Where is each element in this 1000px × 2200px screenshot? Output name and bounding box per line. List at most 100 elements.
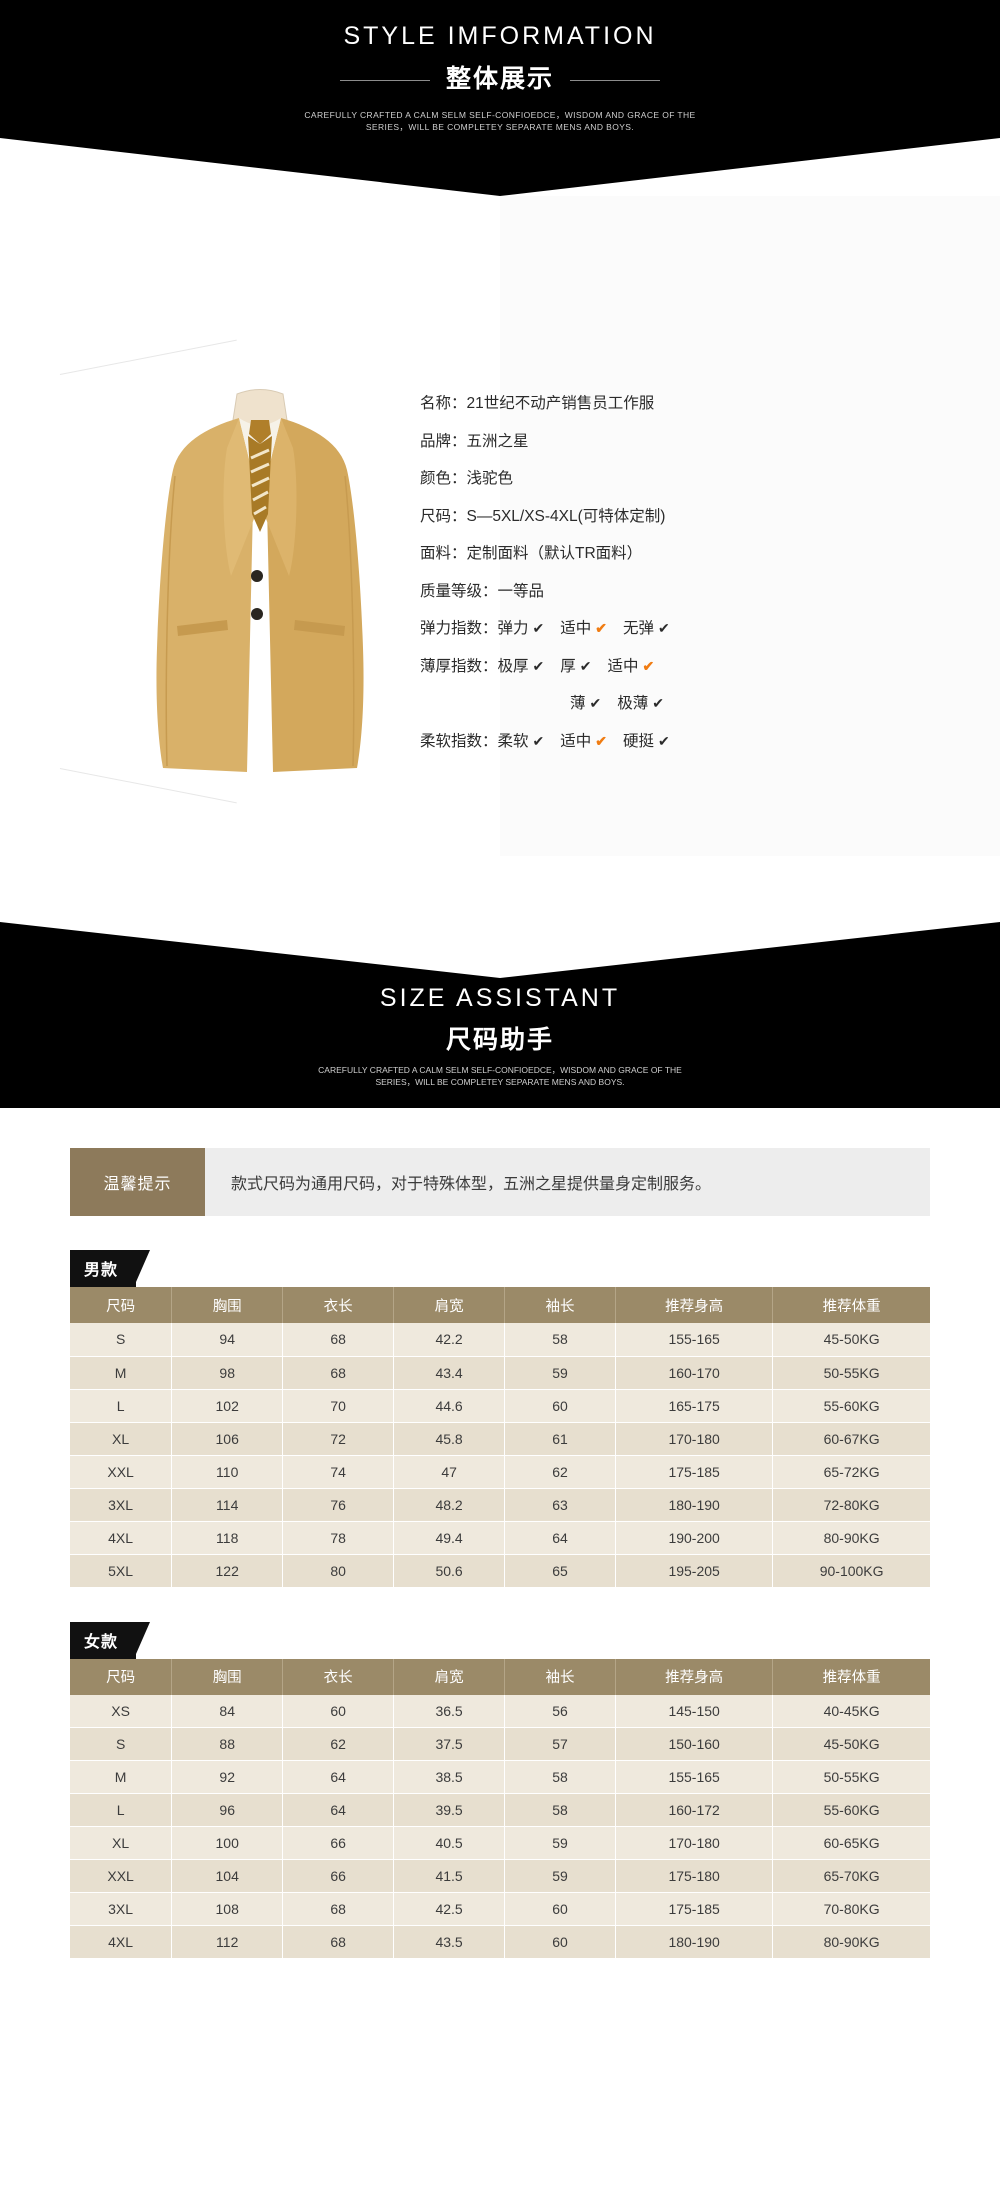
thickness-option-4: 极薄 ✔ — [617, 695, 664, 712]
spec-thickness-label: 薄厚指数： — [420, 657, 498, 675]
table-cell-3: 39.5 — [393, 1793, 506, 1827]
table-cell-5: 160-172 — [615, 1793, 774, 1827]
table-cell-1: 108 — [171, 1892, 284, 1926]
softness-option-2: 硬挺 ✔ — [623, 733, 670, 750]
elastic-option-1: 适中 ✔ — [560, 620, 607, 637]
check-icon: ✔ — [658, 620, 670, 636]
table-cell-0: S — [70, 1323, 173, 1357]
table-cell-5: 175-180 — [615, 1859, 774, 1893]
table-cell-5: 155-165 — [615, 1323, 774, 1357]
table-cell-4: 60 — [504, 1925, 617, 1959]
table-cell-6: 60-65KG — [772, 1826, 930, 1860]
softness-option-2-label: 硬挺 — [623, 732, 655, 750]
table-cell-5: 170-180 — [615, 1422, 774, 1456]
table-cell-0: XL — [70, 1422, 173, 1456]
th-length: 衣长 — [282, 1658, 395, 1695]
table-row: 4XL 118 78 49.4 64 190-200 80-90KG — [70, 1521, 930, 1555]
table-row: S 94 68 42.2 58 155-165 45-50KG — [70, 1323, 930, 1357]
table-cell-3: 49.4 — [393, 1521, 506, 1555]
size-assistant-banner: SIZE ASSISTANT 尺码助手 CAREFULLY CRAFTED A … — [0, 916, 1000, 1108]
check-icon: ✔ — [658, 732, 670, 749]
check-icon: ✔ — [652, 695, 664, 711]
table-cell-4: 62 — [504, 1455, 617, 1489]
spec-softness: 柔软指数：柔软 ✔ 适中 ✔ 硬挺 ✔ — [420, 732, 940, 750]
th-shoulder: 肩宽 — [393, 1658, 506, 1695]
thickness-option-0-label: 极厚 — [497, 657, 529, 675]
softness-option-0-label: 柔软 — [497, 732, 529, 750]
check-icon: ✔ — [589, 695, 602, 711]
table-cell-6: 70-80KG — [772, 1892, 930, 1926]
table-cell-4: 63 — [504, 1488, 617, 1522]
spec-thickness: 薄厚指数：极厚 ✔ 厚 ✔ 适中 ✔ — [420, 657, 940, 675]
table-cell-2: 70 — [282, 1389, 395, 1423]
table-row: 5XL 122 80 50.6 65 195-205 90-100KG — [70, 1554, 930, 1588]
banner-title-cn-text: 整体展示 — [445, 65, 554, 93]
table-cell-1: 122 — [171, 1554, 284, 1588]
thickness-option-1: 厚 ✔ — [560, 658, 591, 675]
elastic-option-2: 无弹 ✔ — [623, 620, 670, 637]
th-size: 尺码 — [70, 1658, 173, 1695]
table-row: XXL 104 66 41.5 59 175-180 65-70KG — [70, 1859, 930, 1893]
table-cell-3: 40.5 — [393, 1826, 506, 1860]
men-size-table: 尺码 胸围 衣长 肩宽 袖长 推荐身高 推荐体重 S 94 68 42.2 58 155-… — [70, 1287, 930, 1588]
table-cell-1: 98 — [171, 1356, 284, 1390]
th-shoulder: 肩宽 — [393, 1287, 506, 1323]
table-cell-4: 58 — [504, 1793, 617, 1827]
table-cell-1: 94 — [171, 1323, 284, 1357]
thickness-option-2-label: 适中 — [607, 657, 639, 675]
table-cell-0: M — [70, 1356, 173, 1390]
table-cell-0: XS — [70, 1694, 173, 1728]
rule-left — [339, 79, 430, 81]
table-cell-3: 43.5 — [393, 1925, 506, 1959]
size-assistant-section: 温馨提示 款式尺码为通用尺码，对于特殊体型，五洲之星提供量身定制服务。 男款 尺… — [0, 1108, 1000, 1959]
check-icon-active: ✔ — [595, 732, 608, 749]
table-cell-2: 62 — [282, 1727, 395, 1761]
men-table-body: S 94 68 42.2 58 155-165 45-50KG M 98 68 43.4 59 160-… — [70, 1323, 930, 1588]
table-row: L 102 70 44.6 60 165-175 55-60KG — [70, 1389, 930, 1423]
table-row: 4XL 112 68 43.5 60 180-190 80-90KG — [70, 1925, 930, 1959]
table-cell-4: 61 — [504, 1422, 617, 1456]
table-cell-1: 102 — [171, 1389, 284, 1423]
table-header-row: 尺码 胸围 衣长 肩宽 袖长 推荐身高 推荐体重 — [70, 1287, 930, 1323]
spec-elasticity-label: 弹力指数： — [420, 620, 498, 637]
table-cell-4: 59 — [504, 1356, 617, 1390]
table-cell-5: 150-160 — [615, 1727, 774, 1761]
style-information-banner: STYLE IMFORMATION 整体展示 CAREFULLY CRAFTED… — [0, 0, 1000, 196]
table-cell-1: 106 — [171, 1422, 284, 1456]
table-cell-2: 66 — [282, 1826, 395, 1860]
table-cell-2: 60 — [282, 1694, 395, 1728]
thickness-option-3: 薄 ✔ — [570, 695, 601, 712]
banner-title-cn: 整体展示 — [0, 59, 1000, 95]
table-cell-1: 100 — [171, 1826, 284, 1860]
thickness-option-3-label: 薄 — [570, 695, 586, 712]
table-cell-3: 43.4 — [393, 1356, 506, 1390]
table-cell-5: 180-190 — [615, 1925, 774, 1959]
spec-brand: 品牌：五洲之星 — [420, 432, 529, 450]
spec-elasticity: 弹力指数：弹力 ✔ 适中 ✔ 无弹 ✔ — [420, 621, 940, 637]
table-row: L 96 64 39.5 58 160-172 55-60KG — [70, 1793, 930, 1827]
table-cell-3: 36.5 — [393, 1694, 506, 1728]
table-cell-0: XXL — [70, 1455, 173, 1489]
elastic-option-0-label: 弹力 — [497, 620, 529, 637]
table-cell-6: 55-60KG — [772, 1793, 930, 1827]
table-cell-5: 170-180 — [615, 1826, 774, 1860]
table-cell-6: 55-60KG — [772, 1389, 930, 1423]
table-cell-4: 56 — [504, 1694, 617, 1728]
table-row: XL 106 72 45.8 61 170-180 60-67KG — [70, 1422, 930, 1456]
spec-fabric: 面料：定制面料（默认TR面料） — [420, 545, 643, 562]
table-header-row: 尺码 胸围 衣长 肩宽 袖长 推荐身高 推荐体重 — [70, 1658, 930, 1695]
tip-banner: 温馨提示 款式尺码为通用尺码，对于特殊体型，五洲之星提供量身定制服务。 — [70, 1148, 930, 1216]
table-cell-0: L — [70, 1389, 173, 1423]
table-row: XS 84 60 36.5 56 145-150 40-45KG — [70, 1694, 930, 1728]
thickness-option-2: 适中 ✔ — [608, 658, 655, 675]
table-cell-1: 110 — [171, 1455, 284, 1489]
banner2-title-en: SIZE ASSISTANT — [379, 984, 621, 1012]
table-row: 3XL 108 68 42.5 60 175-185 70-80KG — [70, 1892, 930, 1926]
spec-list: 名称：21世纪不动产销售员工作服 品牌：五洲之星 颜色：浅驼色 尺码：S—5XL… — [420, 396, 940, 771]
th-chest: 胸围 — [171, 1287, 284, 1323]
table-cell-0: XXL — [70, 1859, 173, 1893]
table-cell-0: 3XL — [70, 1892, 173, 1926]
table-row: 3XL 114 76 48.2 63 180-190 72-80KG — [70, 1488, 930, 1522]
table-row: M 98 68 43.4 59 160-170 50-55KG — [70, 1356, 930, 1390]
table-cell-3: 45.8 — [393, 1422, 506, 1456]
